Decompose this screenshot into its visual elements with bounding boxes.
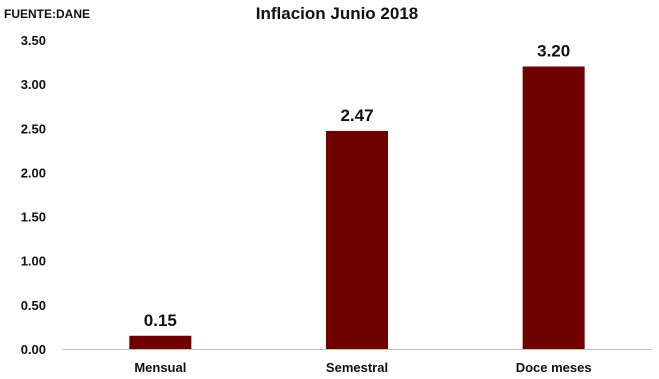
y-tick-label: 3.00 bbox=[21, 77, 46, 92]
y-tick-label: 2.00 bbox=[21, 165, 46, 180]
source-note: FUENTE:DANE bbox=[4, 7, 90, 21]
chart-title: Inflacion Junio 2018 bbox=[256, 4, 419, 23]
data-labels-group: 0.15 2.47 3.20 bbox=[144, 41, 570, 329]
bar-doce-meses bbox=[522, 66, 585, 349]
bars-group bbox=[129, 66, 585, 349]
category-label: Semestral bbox=[326, 360, 388, 375]
y-tick-label: 1.50 bbox=[21, 210, 46, 225]
data-label: 3.20 bbox=[537, 41, 570, 60]
y-axis-ticks: 0.00 0.50 1.00 1.50 2.00 2.50 3.00 3.50 bbox=[21, 33, 46, 357]
bar-mensual bbox=[129, 335, 192, 349]
y-tick-label: 0.50 bbox=[21, 298, 46, 313]
y-tick-label: 0.00 bbox=[21, 342, 46, 357]
y-tick-label: 3.50 bbox=[21, 33, 46, 48]
category-label: Doce meses bbox=[516, 360, 592, 375]
y-tick-label: 2.50 bbox=[21, 121, 46, 136]
data-label: 2.47 bbox=[340, 106, 373, 125]
category-label: Mensual bbox=[134, 360, 186, 375]
bar-semestral bbox=[326, 130, 388, 349]
y-tick-label: 1.00 bbox=[21, 254, 46, 269]
data-label: 0.15 bbox=[144, 311, 177, 330]
category-labels-group: Mensual Semestral Doce meses bbox=[134, 360, 591, 375]
